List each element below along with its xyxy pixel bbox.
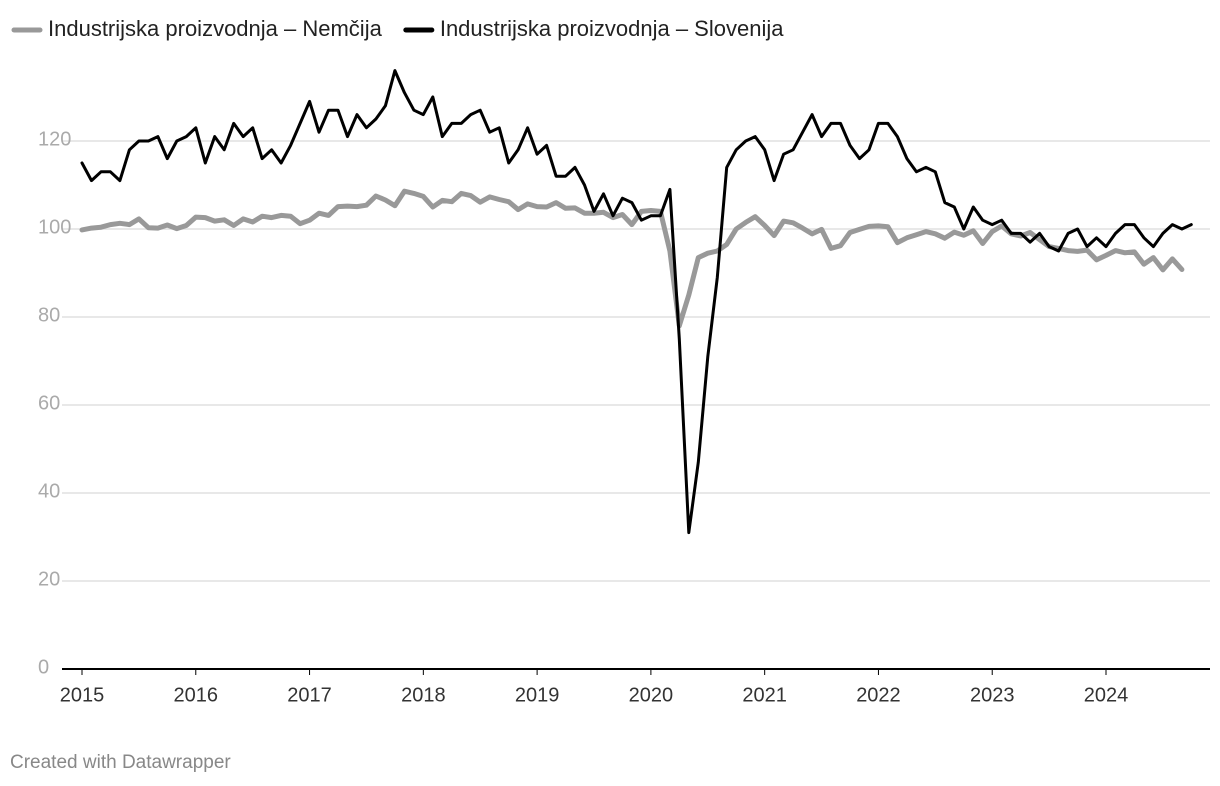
x-tick-label: 2019 (515, 684, 560, 706)
x-tick-label: 2020 (629, 684, 674, 706)
y-tick-label: 100 (38, 216, 71, 238)
x-tick-label: 2016 (174, 684, 219, 706)
y-tick-label: 120 (38, 128, 71, 150)
x-tick-label: 2018 (401, 684, 446, 706)
x-tick-label: 2021 (742, 684, 787, 706)
x-tick-label: 2017 (287, 684, 332, 706)
y-tick-label: 60 (38, 392, 60, 414)
y-tick-label: 80 (38, 304, 60, 326)
legend-label: Industrijska proizvodnja – Nemčija (48, 16, 383, 41)
y-tick-label: 40 (38, 480, 60, 502)
y-tick-label: 20 (38, 568, 60, 590)
x-tick-label: 2022 (856, 684, 901, 706)
legend-label: Industrijska proizvodnja – Slovenija (440, 16, 784, 41)
footer: Created with Datawrapper (10, 752, 231, 773)
x-tick-label: 2023 (970, 684, 1015, 706)
series-line (80, 69, 1193, 535)
x-tick-label: 2015 (60, 684, 105, 706)
series-line (79, 188, 1185, 329)
y-tick-label: 0 (38, 656, 49, 678)
x-tick-label: 2024 (1084, 684, 1129, 706)
